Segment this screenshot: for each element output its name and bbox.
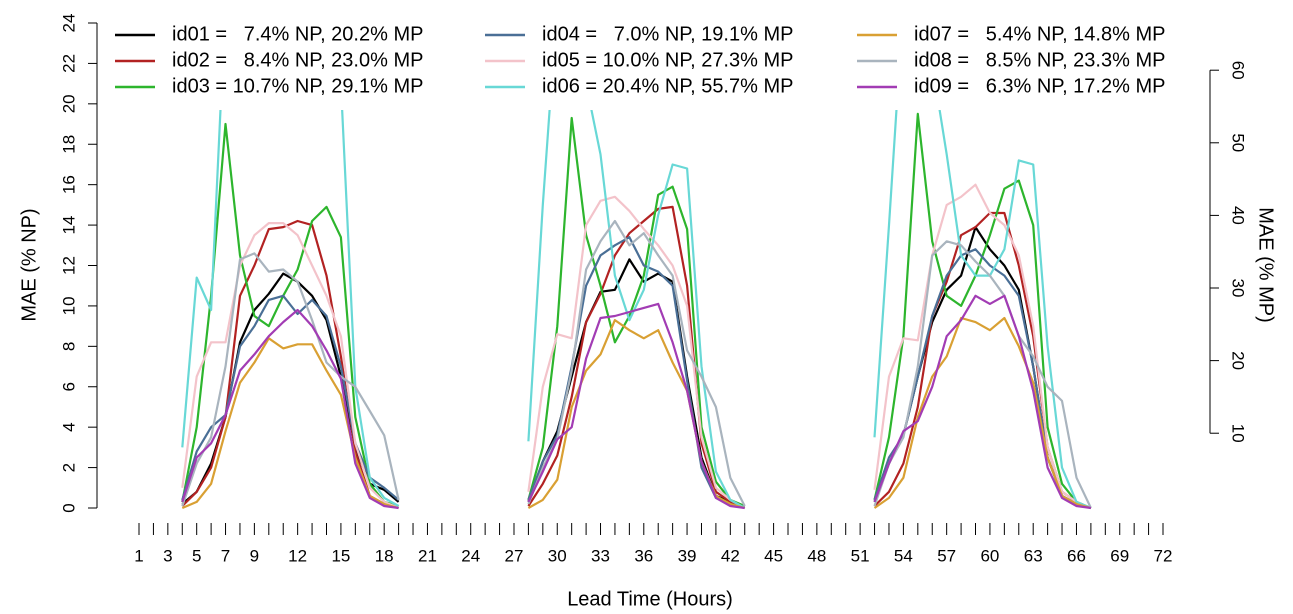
series-line xyxy=(181,219,1092,509)
x-tick-label: 48 xyxy=(807,546,826,565)
y2-axis-title: MAE (% MP) xyxy=(1255,207,1277,323)
x-axis-title: Lead Time (Hours) xyxy=(567,588,733,610)
y-tick-label: 12 xyxy=(59,256,78,275)
series-line xyxy=(181,183,1092,510)
x-tick-label: 60 xyxy=(980,546,999,565)
legend-label: id07 = 5.4% NP, 14.8% MP xyxy=(914,23,1165,45)
y-tick-label: 24 xyxy=(59,14,78,33)
y2-tick-label: 30 xyxy=(1229,279,1248,298)
x-tick-label: 42 xyxy=(721,546,740,565)
x-tick-label: 54 xyxy=(894,546,913,565)
y2-tick-label: 60 xyxy=(1229,61,1248,80)
y2-tick-label: 20 xyxy=(1229,351,1248,370)
series-line xyxy=(181,294,1092,510)
x-tick-label: 5 xyxy=(192,546,201,565)
legend-label: id03 = 10.7% NP, 29.1% MP xyxy=(172,75,423,97)
y-tick-label: 18 xyxy=(59,135,78,154)
series-line xyxy=(181,316,1092,510)
lines xyxy=(181,18,1092,510)
x-tick-label: 7 xyxy=(221,546,230,565)
series-line xyxy=(181,226,1092,510)
legend-label: id01 = 7.4% NP, 20.2% MP xyxy=(172,23,423,45)
legend-background xyxy=(106,18,1206,110)
legend-label: id06 = 20.4% NP, 55.7% MP xyxy=(542,75,793,97)
y-tick-label: 8 xyxy=(59,342,78,351)
y-axis-title: MAE (% NP) xyxy=(18,208,40,321)
x-tick-label: 45 xyxy=(764,546,783,565)
y-tick-label: 22 xyxy=(59,54,78,73)
legend-label: id09 = 6.3% NP, 17.2% MP xyxy=(914,75,1165,97)
x-tick-label: 33 xyxy=(591,546,610,565)
x-tick-label: 18 xyxy=(375,546,394,565)
legend-label: id02 = 8.4% NP, 23.0% MP xyxy=(172,49,423,71)
x-tick-label: 36 xyxy=(634,546,653,565)
legend-label: id08 = 8.5% NP, 23.3% MP xyxy=(914,49,1165,71)
x-tick-label: 39 xyxy=(678,546,697,565)
y-tick-label: 10 xyxy=(59,296,78,315)
y2-tick-label: 10 xyxy=(1229,424,1248,443)
y-tick-label: 6 xyxy=(59,382,78,391)
y2-tick-label: 50 xyxy=(1229,133,1248,152)
x-tick-label: 66 xyxy=(1067,546,1086,565)
y-tick-label: 4 xyxy=(59,422,78,431)
x-tick-label: 3 xyxy=(163,546,172,565)
y-tick-label: 20 xyxy=(59,94,78,113)
series-line xyxy=(181,112,1092,510)
y2-tick-label: 40 xyxy=(1229,206,1248,225)
x-tick-label: 30 xyxy=(548,546,567,565)
x-tick-label: 63 xyxy=(1024,546,1043,565)
legend-label: id05 = 10.0% NP, 27.3% MP xyxy=(542,49,793,71)
x-tick-label: 15 xyxy=(331,546,350,565)
legend: id01 = 7.4% NP, 20.2% MP id02 = 8.4% NP, … xyxy=(115,23,1165,97)
legend-label: id04 = 7.0% NP, 19.1% MP xyxy=(542,23,793,45)
y-tick-label: 2 xyxy=(59,463,78,472)
y-tick-label: 14 xyxy=(59,216,78,235)
x-tick-label: 57 xyxy=(937,546,956,565)
y-tick-label: 16 xyxy=(59,175,78,194)
x-tick-label: 27 xyxy=(505,546,524,565)
series-line xyxy=(181,18,1092,510)
x-tick-label: 12 xyxy=(288,546,307,565)
x-tick-label: 24 xyxy=(461,546,480,565)
y-tick-label: 0 xyxy=(59,503,78,512)
x-tick-label: 51 xyxy=(851,546,870,565)
x-tick-label: 9 xyxy=(250,546,259,565)
x-tick-label: 1 xyxy=(134,546,143,565)
x-tick-label: 69 xyxy=(1110,546,1129,565)
x-tick-label: 21 xyxy=(418,546,437,565)
x-tick-label: 72 xyxy=(1154,546,1173,565)
